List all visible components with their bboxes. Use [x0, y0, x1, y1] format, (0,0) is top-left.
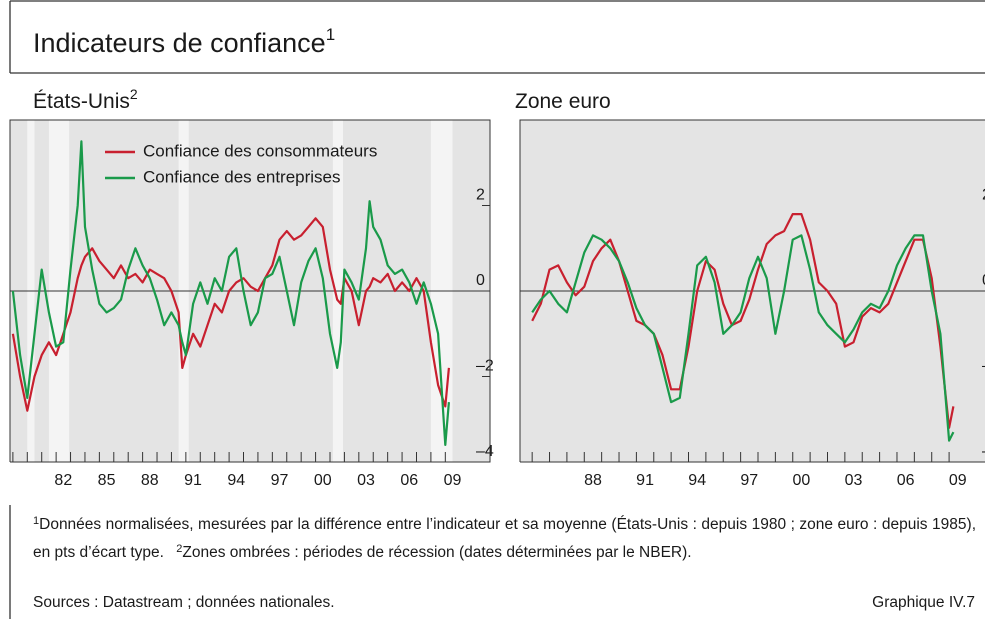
x-tick-label: 06 — [897, 472, 915, 489]
footnote: 1Données normalisées, mesurées par la di… — [33, 515, 976, 561]
legend-label: Confiance des entreprises — [143, 167, 341, 186]
x-tick-label: 88 — [584, 472, 602, 489]
footnote-text: Données normalisées, mesurées par la dif… — [33, 516, 976, 561]
y-tick-label: 2 — [982, 187, 985, 204]
title-note: 1 — [326, 25, 335, 44]
x-tick-label: 91 — [184, 472, 202, 489]
series-line — [531, 213, 955, 429]
y-tick-label: –4 — [982, 443, 985, 460]
sources: Sources : Datastream ; données nationale… — [33, 594, 335, 611]
x-tick-label: 94 — [688, 472, 706, 489]
footnote-mark: 1 — [33, 515, 40, 527]
x-tick-label: 82 — [54, 472, 72, 489]
panel-title: États-Unis2 — [33, 86, 138, 113]
x-tick-label: 00 — [314, 472, 332, 489]
figure-label: Graphique IV.7 — [872, 594, 975, 611]
footnote-text: Zones ombrées : périodes de récession (d… — [182, 544, 692, 561]
y-tick-label: 2 — [476, 187, 485, 204]
x-tick-label: 88 — [141, 472, 159, 489]
figure-title: Indicateurs de confiance1 — [33, 25, 335, 58]
y-tick-label: –2 — [982, 358, 985, 375]
x-tick-label: 00 — [793, 472, 811, 489]
x-tick-label: 97 — [740, 472, 758, 489]
footnotes: 1Données normalisées, mesurées par la di… — [33, 509, 976, 565]
x-tick-label: 06 — [400, 472, 418, 489]
panel-title-text: Zone euro — [515, 90, 611, 113]
plot-border — [519, 119, 985, 463]
footnote: 2Zones ombrées : périodes de récession (… — [176, 543, 692, 561]
series-line — [11, 217, 450, 412]
frame — [9, 0, 985, 619]
legend-label: Confiance des consommateurs — [143, 141, 377, 160]
x-tick-label: 91 — [636, 472, 654, 489]
y-tick-label: 0 — [476, 272, 485, 289]
series-line — [531, 234, 955, 442]
x-tick-label: 09 — [444, 472, 462, 489]
plot-border — [9, 119, 491, 463]
footnote-mark: 2 — [176, 543, 183, 555]
x-tick-label: 85 — [98, 472, 116, 489]
y-tick-label: 0 — [982, 272, 985, 289]
title-text: Indicateurs de confiance — [33, 28, 326, 58]
x-tick-label: 94 — [227, 472, 245, 489]
series-line — [11, 140, 450, 446]
x-tick-label: 97 — [271, 472, 289, 489]
x-tick-label: 03 — [357, 472, 375, 489]
panel-title-note: 2 — [130, 86, 138, 102]
x-tick-label: 03 — [845, 472, 863, 489]
y-tick-label: –4 — [476, 443, 494, 460]
panel-title-text: États-Unis — [33, 90, 130, 113]
panel-title: Zone euro — [515, 90, 611, 113]
x-tick-label: 09 — [949, 472, 967, 489]
y-tick-label: –2 — [476, 358, 494, 375]
